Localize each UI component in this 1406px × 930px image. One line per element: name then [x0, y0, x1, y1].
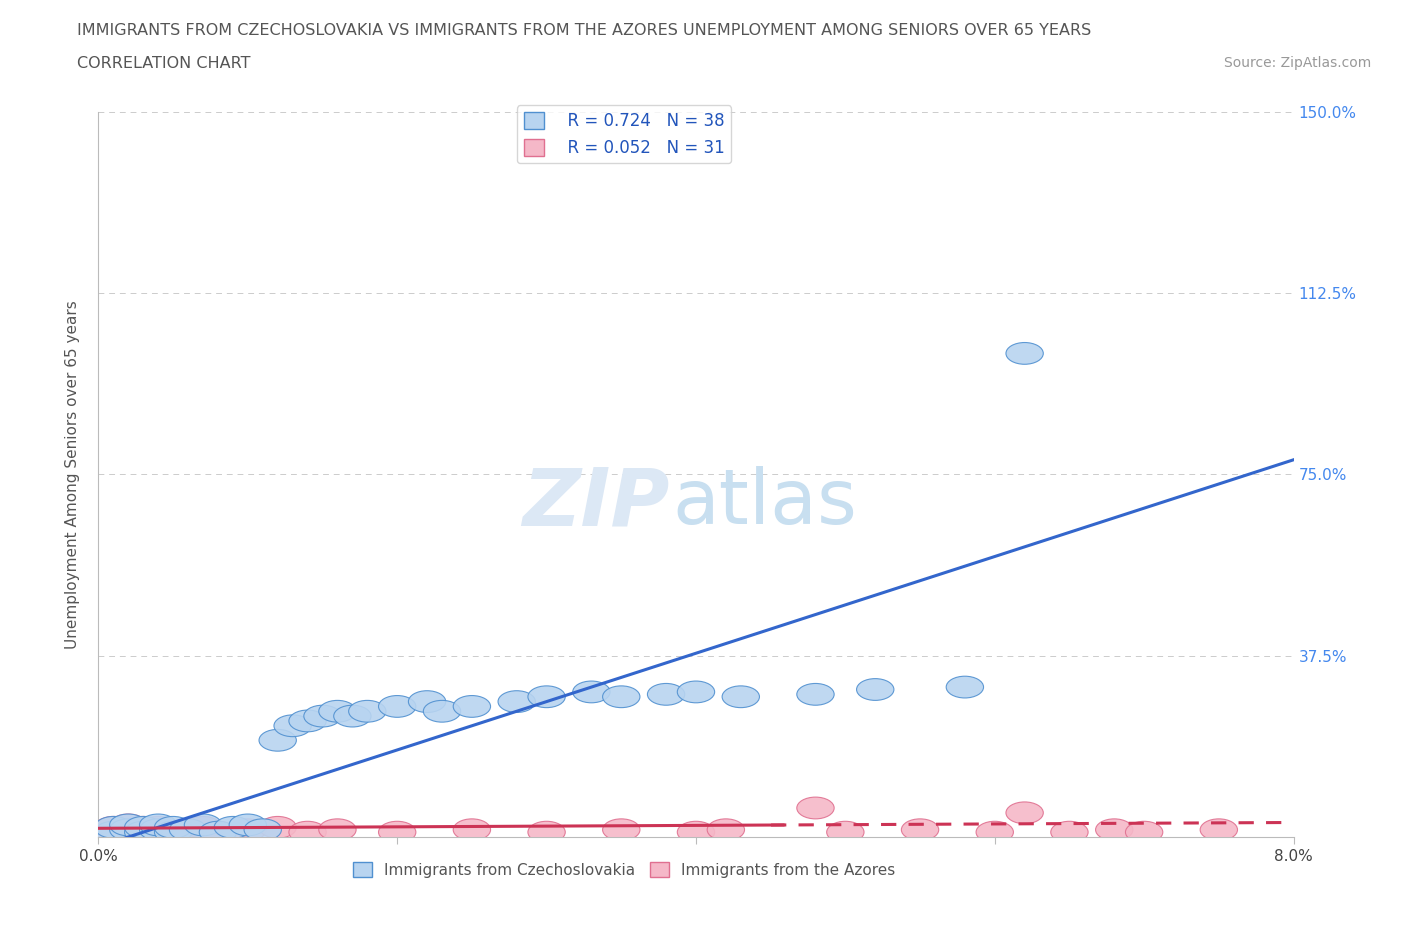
Ellipse shape — [229, 814, 267, 836]
Ellipse shape — [184, 814, 222, 836]
Ellipse shape — [1095, 819, 1133, 841]
Ellipse shape — [572, 681, 610, 703]
Ellipse shape — [976, 821, 1014, 844]
Text: CORRELATION CHART: CORRELATION CHART — [77, 56, 250, 71]
Ellipse shape — [94, 821, 132, 844]
Ellipse shape — [333, 705, 371, 727]
Ellipse shape — [901, 819, 939, 841]
Ellipse shape — [797, 797, 834, 819]
Ellipse shape — [214, 817, 252, 838]
Ellipse shape — [1201, 819, 1237, 841]
Y-axis label: Unemployment Among Seniors over 65 years: Unemployment Among Seniors over 65 years — [65, 300, 80, 649]
Ellipse shape — [527, 686, 565, 708]
Ellipse shape — [125, 817, 162, 838]
Ellipse shape — [1005, 802, 1043, 824]
Text: ZIP: ZIP — [522, 464, 669, 542]
Ellipse shape — [94, 817, 132, 838]
Ellipse shape — [408, 691, 446, 712]
Ellipse shape — [856, 679, 894, 700]
Ellipse shape — [110, 819, 148, 841]
Text: Source: ZipAtlas.com: Source: ZipAtlas.com — [1223, 56, 1371, 70]
Ellipse shape — [1050, 821, 1088, 844]
Ellipse shape — [678, 681, 714, 703]
Ellipse shape — [110, 814, 148, 836]
Text: IMMIGRANTS FROM CZECHOSLOVAKIA VS IMMIGRANTS FROM THE AZORES UNEMPLOYMENT AMONG : IMMIGRANTS FROM CZECHOSLOVAKIA VS IMMIGR… — [77, 23, 1091, 38]
Ellipse shape — [200, 821, 236, 844]
Ellipse shape — [946, 676, 984, 698]
Ellipse shape — [453, 696, 491, 717]
Ellipse shape — [288, 821, 326, 844]
Ellipse shape — [349, 700, 387, 723]
Ellipse shape — [139, 819, 177, 841]
Ellipse shape — [200, 821, 236, 844]
Ellipse shape — [378, 696, 416, 717]
Ellipse shape — [498, 691, 536, 712]
Ellipse shape — [110, 819, 148, 841]
Ellipse shape — [169, 819, 207, 841]
Ellipse shape — [169, 819, 207, 841]
Ellipse shape — [378, 821, 416, 844]
Ellipse shape — [707, 819, 745, 841]
Ellipse shape — [125, 821, 162, 844]
Ellipse shape — [647, 684, 685, 705]
Ellipse shape — [304, 705, 342, 727]
Ellipse shape — [155, 821, 191, 844]
Ellipse shape — [125, 817, 162, 838]
Ellipse shape — [139, 819, 177, 841]
Legend: Immigrants from Czechoslovakia, Immigrants from the Azores: Immigrants from Czechoslovakia, Immigran… — [347, 856, 901, 884]
Ellipse shape — [723, 686, 759, 708]
Ellipse shape — [155, 821, 191, 844]
Ellipse shape — [797, 684, 834, 705]
Ellipse shape — [94, 817, 132, 838]
Ellipse shape — [827, 821, 865, 844]
Ellipse shape — [245, 819, 281, 841]
Ellipse shape — [423, 700, 461, 723]
Ellipse shape — [94, 821, 132, 844]
Ellipse shape — [110, 814, 148, 836]
Ellipse shape — [259, 817, 297, 838]
Ellipse shape — [274, 715, 311, 737]
Ellipse shape — [288, 711, 326, 732]
Text: atlas: atlas — [672, 466, 856, 540]
Ellipse shape — [319, 819, 356, 841]
Ellipse shape — [453, 819, 491, 841]
Ellipse shape — [527, 821, 565, 844]
Ellipse shape — [678, 821, 714, 844]
Ellipse shape — [1125, 821, 1163, 844]
Ellipse shape — [259, 729, 297, 751]
Ellipse shape — [319, 700, 356, 723]
Ellipse shape — [139, 814, 177, 836]
Ellipse shape — [155, 817, 191, 838]
Ellipse shape — [184, 817, 222, 838]
Ellipse shape — [603, 819, 640, 841]
Ellipse shape — [139, 817, 177, 838]
Ellipse shape — [603, 686, 640, 708]
Ellipse shape — [125, 819, 162, 841]
Ellipse shape — [229, 819, 267, 841]
Ellipse shape — [1005, 342, 1043, 365]
